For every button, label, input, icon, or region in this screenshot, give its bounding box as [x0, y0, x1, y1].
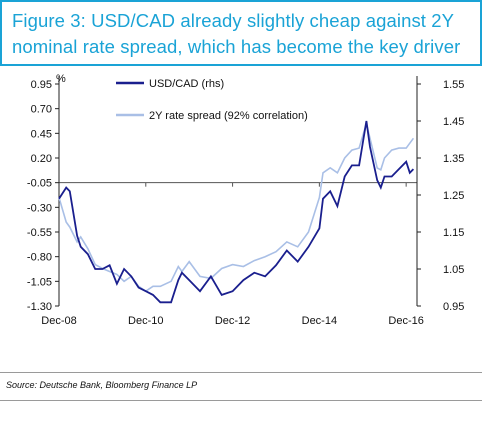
right-axis-tick-label: 1.55 — [443, 79, 464, 91]
chart-svg: 0.95 0.70 0.45 0.20 -0.05 -0.30 -0.55 -0.80 -1.0… — [27, 73, 465, 327]
x-axis-tick-label: Dec-08 — [41, 315, 76, 327]
series-line-rate-spread — [58, 120, 415, 293]
right-axis-tick-label: 0.95 — [443, 301, 464, 313]
left-axis-tick-label: -0.05 — [27, 178, 52, 190]
source-note: Source: Deutsche Bank, Bloomberg Finance… — [6, 380, 198, 390]
right-axis-tick-label: 1.15 — [443, 227, 464, 239]
right-axis-tick-label: 1.45 — [443, 116, 464, 128]
left-axis-unit-label: % — [56, 73, 66, 85]
figure-title: Figure 3: USD/CAD already slightly cheap… — [12, 10, 461, 57]
legend-label-usdcad: USD/CAD (rhs) — [149, 78, 224, 90]
left-axis-tick-label: -1.30 — [27, 301, 52, 313]
left-axis-tick-label: -1.05 — [27, 276, 52, 288]
left-axis-ticks: 0.95 0.70 0.45 0.20 -0.05 -0.30 -0.55 -0.80 -1.0… — [27, 79, 59, 313]
left-axis-tick-label: 0.95 — [31, 79, 52, 91]
legend: USD/CAD (rhs) 2Y rate spread (92% correl… — [116, 78, 308, 122]
left-axis-tick-label: -0.80 — [27, 252, 52, 264]
left-axis-tick-label: 0.20 — [31, 153, 52, 165]
left-axis-tick-label: 0.70 — [31, 104, 52, 116]
figure-title-box: Figure 3: USD/CAD already slightly cheap… — [0, 0, 482, 66]
right-axis-ticks: 1.55 1.45 1.35 1.25 1.15 1.05 0.95 — [417, 79, 464, 313]
left-axis-tick-label: -0.55 — [27, 227, 52, 239]
series-line-usdcad — [58, 120, 415, 304]
x-axis-tick-label: Dec-12 — [215, 315, 250, 327]
source-divider-top — [0, 372, 482, 373]
right-axis-tick-label: 1.35 — [443, 153, 464, 165]
x-axis-tick-label: Dec-14 — [302, 315, 337, 327]
x-axis-ticks: Dec-08 Dec-10 Dec-12 Dec-14 Dec-16 — [41, 182, 424, 327]
chart-container: 0.95 0.70 0.45 0.20 -0.05 -0.30 -0.55 -0.80 -1.0… — [0, 66, 486, 372]
source-divider-bottom — [0, 400, 482, 401]
left-axis-tick-label: -0.30 — [27, 202, 52, 214]
legend-label-rate-spread: 2Y rate spread (92% correlation) — [149, 110, 308, 122]
x-axis-tick-label: Dec-16 — [388, 315, 423, 327]
left-axis-tick-label: 0.45 — [31, 128, 52, 140]
x-axis-tick-label: Dec-10 — [128, 315, 163, 327]
right-axis-tick-label: 1.05 — [443, 264, 464, 276]
right-axis-tick-label: 1.25 — [443, 190, 464, 202]
